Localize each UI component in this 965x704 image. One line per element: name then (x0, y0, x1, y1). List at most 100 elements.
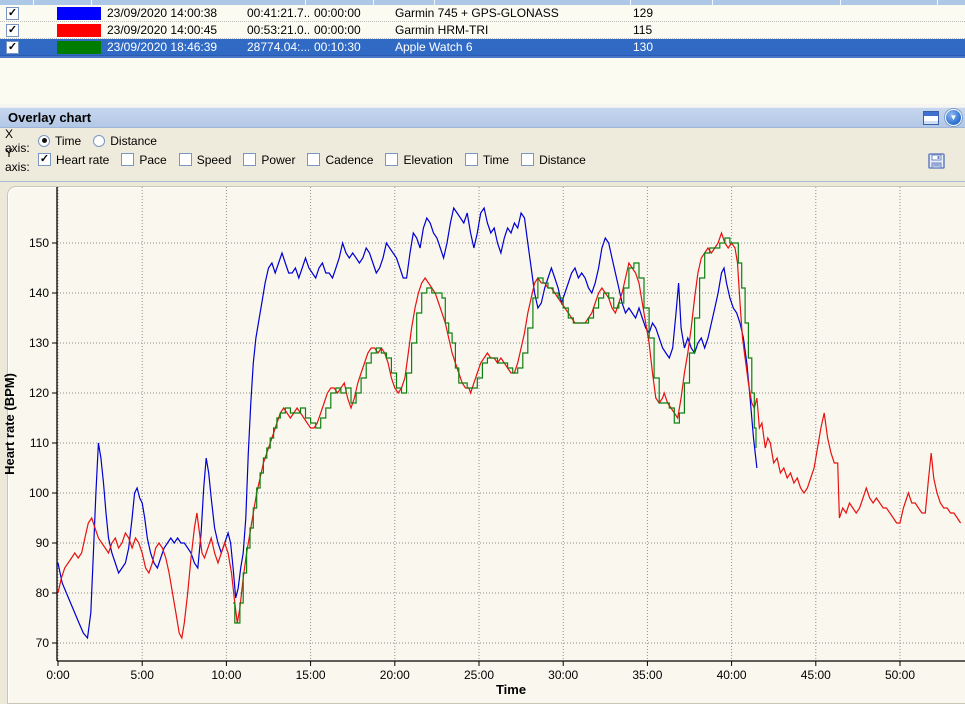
table-row[interactable]: ✓ 23/09/2020 18:46:39 28774.04:... 00:10:30… (0, 39, 965, 56)
option-label: Time (482, 152, 510, 167)
checkbox-icon[interactable] (307, 153, 321, 166)
y-tick-label: 150 (29, 236, 49, 250)
cell-duration: 28774.04:... (247, 40, 309, 54)
y-axis-option-speed[interactable]: Speed (178, 152, 232, 167)
column-separator (91, 0, 92, 5)
cell-offset: 00:10:30 (314, 40, 361, 54)
y-axis-option-pace[interactable]: Pace (121, 152, 167, 167)
option-label: Time (55, 133, 82, 148)
y-tick-label: 80 (36, 586, 50, 600)
column-separator (434, 0, 435, 5)
cell-device: Garmin HRM-TRI (395, 23, 489, 37)
option-label: Distance (539, 152, 586, 167)
radio-icon[interactable] (93, 134, 106, 147)
cell-duration: 00:41:21.7... (247, 6, 309, 20)
collapse-panel-button[interactable]: ▼ (945, 109, 962, 126)
cell-date: 23/09/2020 14:00:45 (107, 23, 218, 37)
option-label: Speed (196, 152, 232, 167)
x-tick-label: 15:00 (296, 668, 326, 682)
row-checkbox[interactable]: ✓ (6, 6, 19, 20)
y-axis-option-power[interactable]: Power (243, 153, 295, 167)
series-garmin-745-gps-glonass (57, 206, 758, 640)
checkbox-icon[interactable] (121, 153, 135, 166)
x-tick-label: 20:00 (380, 668, 410, 682)
x-tick-label: 10:00 (211, 668, 241, 682)
series-garmin-hrm-tri (57, 231, 962, 640)
series-color-cell (33, 23, 103, 37)
row-checkbox-cell: ✓ (0, 6, 33, 20)
option-label: Elevation (403, 152, 453, 167)
series-apple-watch-6 (233, 237, 757, 624)
table-row[interactable]: ✓ 23/09/2020 14:00:38 00:41:21.7... 00:00:0… (0, 5, 965, 22)
checkbox-icon[interactable] (243, 153, 257, 166)
x-tick-label: 0:00 (46, 668, 70, 682)
x-axis-title: Time (496, 682, 526, 697)
panel-gap (0, 104, 965, 107)
y-axis-option-cadence[interactable]: Cadence (307, 153, 373, 167)
restore-window-icon[interactable] (923, 110, 939, 125)
x-tick-label: 35:00 (632, 668, 662, 682)
option-label: Cadence (325, 152, 374, 167)
checkbox-icon[interactable] (521, 153, 535, 166)
x-axis-label: X axis: (5, 126, 30, 155)
save-chart-button[interactable] (928, 153, 946, 170)
cell-device: Apple Watch 6 (395, 40, 473, 54)
cell-offset: 00:00:00 (314, 6, 361, 20)
column-separator (305, 0, 306, 5)
series-color-swatch (57, 23, 101, 37)
option-label: Distance (110, 133, 157, 148)
cell-duration: 00:53:21.0... (247, 23, 309, 37)
y-axis-option-distance[interactable]: Distance (521, 153, 586, 167)
y-axis-title: Heart rate (BPM) (2, 373, 17, 475)
x-axis-option-time[interactable]: Time (38, 134, 81, 148)
y-axis-option-elevation[interactable]: Elevation (385, 152, 453, 167)
x-tick-label: 40:00 (717, 668, 747, 682)
chart-area: 70 80 90 100 110 120 130 140 150 0:00 5:00 10:00 15:… (0, 182, 965, 704)
panel-title: Overlay chart (8, 110, 92, 125)
y-axis-label: Y axis: (5, 145, 30, 174)
column-separator (373, 0, 374, 5)
y-tick-label: 140 (29, 286, 49, 300)
x-tick-label: 50:00 (885, 668, 915, 682)
y-tick-label: 130 (29, 336, 49, 350)
row-checkbox[interactable]: ✓ (6, 23, 19, 37)
y-tick-label: 100 (29, 486, 49, 500)
x-axis-option-distance[interactable]: Distance (93, 134, 157, 148)
overlay-chart-header: Overlay chart ▼ (0, 107, 965, 128)
cell-value: 129 (633, 6, 654, 20)
radio-dot (41, 138, 47, 143)
activity-table: ✓ 23/09/2020 14:00:38 00:41:21.7... 00:00:0… (0, 0, 965, 104)
column-separator (33, 0, 34, 5)
radio-icon[interactable] (38, 134, 50, 147)
cell-offset: 00:00:00 (314, 23, 361, 37)
option-label: Heart rate (56, 152, 110, 167)
option-label: Pace (139, 152, 167, 167)
column-separator (630, 0, 631, 5)
scrolled-row-sliver (0, 0, 965, 5)
checkbox-icon[interactable] (178, 153, 192, 166)
series-color-cell (33, 40, 103, 54)
y-axis-option-heart-rate[interactable]: ✓ Heart rate (38, 153, 109, 167)
y-axis-option-time[interactable]: Time (464, 152, 510, 167)
axis-controls: X axis: Time Distance Y axis: ✓ Heart rate… (0, 126, 965, 182)
x-tick-label: 45:00 (801, 668, 831, 682)
overlay-chart[interactable]: 70 80 90 100 110 120 130 140 150 0:00 5:00 10:00 15:… (0, 182, 965, 700)
column-separator (712, 0, 713, 5)
option-label: Power (261, 152, 296, 167)
x-tick-label: 25:00 (464, 668, 494, 682)
checkbox-icon[interactable] (385, 153, 399, 166)
y-tick-label: 90 (36, 536, 50, 550)
checkbox-icon[interactable]: ✓ (38, 153, 51, 166)
series-color-cell (33, 6, 103, 20)
row-checkbox[interactable]: ✓ (6, 40, 19, 54)
column-separator (937, 0, 938, 5)
cell-date: 23/09/2020 14:00:38 (107, 6, 218, 20)
checkbox-icon[interactable] (464, 153, 478, 166)
y-tick-label: 120 (29, 386, 49, 400)
y-tick-label: 110 (30, 436, 49, 450)
selection-underline (0, 56, 965, 58)
y-tick-label: 70 (36, 636, 50, 650)
series-color-swatch (57, 6, 101, 20)
chevron-down-icon: ▼ (949, 112, 958, 122)
table-row[interactable]: ✓ 23/09/2020 14:00:45 00:53:21.0... 00:00:0… (0, 22, 965, 39)
